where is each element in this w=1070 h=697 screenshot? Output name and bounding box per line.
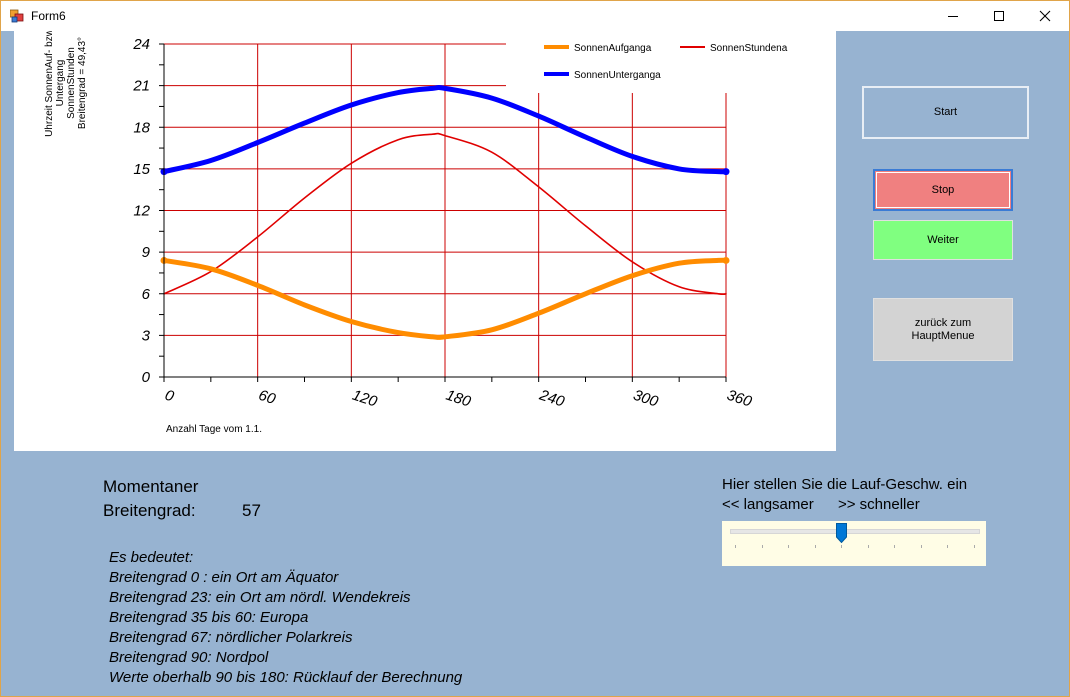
- y-tick-label: 6: [142, 286, 151, 303]
- trackbar-groove: [730, 529, 980, 534]
- title-bar[interactable]: Form6: [1, 1, 1069, 31]
- info-line: Breitengrad 35 bis 60: Europa: [109, 609, 309, 626]
- y-tick-label: 12: [133, 203, 150, 220]
- x-tick-label: 240: [536, 386, 567, 410]
- speed-label: Hier stellen Sie die Lauf-Geschw. ein: [722, 476, 968, 493]
- y-tick-label: 0: [142, 369, 151, 386]
- legend-label: SonnenStundena: [710, 43, 788, 54]
- info-line: Breitengrad 90: Nordpol: [109, 649, 269, 666]
- info-line: Breitengrad 23: ein Ort am nördl. Wendek…: [109, 589, 411, 606]
- series-endpoint: [722, 168, 730, 176]
- winforms-app-icon: [10, 9, 24, 23]
- trackbar-tick: [761, 545, 763, 548]
- series-line-sonnenunterganga: [161, 85, 729, 175]
- start-button[interactable]: Start: [862, 86, 1029, 139]
- close-icon: [1039, 10, 1051, 22]
- info-line: Breitengrad 67: nördlicher Polarkreis: [109, 629, 353, 646]
- trackbar-tick: [735, 545, 736, 548]
- y-axis-title-line: Breitengrad = 49,43°: [77, 37, 88, 129]
- x-axis-title: Anzahl Tage vom 1.1.: [166, 424, 262, 435]
- y-axis-title-line: Untergang: [55, 60, 66, 107]
- x-tick-label: 180: [444, 387, 474, 411]
- back-button-label-line2: HauptMenue: [911, 329, 975, 342]
- y-axis-title-line: SonnenStunden: [66, 47, 77, 119]
- maximize-button[interactable]: [976, 1, 1022, 31]
- close-button[interactable]: [1022, 1, 1068, 31]
- window-title: Form6: [31, 9, 66, 23]
- x-tick-label: 0: [163, 387, 177, 406]
- x-tick-label: 60: [256, 387, 278, 409]
- legend-label: SonnenUnterganga: [574, 70, 661, 81]
- back-to-main-menu-button[interactable]: zurück zum HauptMenue: [873, 298, 1013, 361]
- series-line-sonnenstundena: [163, 132, 727, 296]
- latitude-value: 57: [242, 501, 261, 520]
- trackbar-tick: [867, 545, 869, 548]
- speed-trackbar[interactable]: [722, 521, 986, 566]
- y-tick-label: 9: [142, 244, 151, 261]
- trackbar-tick: [841, 545, 842, 548]
- y-tick-label: 18: [133, 119, 150, 136]
- x-tick-label: 120: [350, 387, 380, 411]
- maximize-icon: [994, 11, 1004, 21]
- trackbar-tick: [973, 545, 975, 548]
- sun-chart: SonnenAufganga SonnenStundena SonnenUnterg…: [44, 31, 788, 435]
- minimize-icon: [948, 16, 958, 17]
- speed-faster-label: >> schneller: [838, 496, 920, 513]
- latitude-label-line2: Breitengrad:: [103, 501, 196, 520]
- y-tick-label: 24: [132, 36, 150, 53]
- info-line: Breitengrad 0 : ein Ort am Äquator: [109, 569, 339, 586]
- y-tick-label: 3: [142, 327, 151, 344]
- start-button-label: Start: [933, 106, 958, 118]
- y-tick-label: 21: [132, 78, 150, 95]
- trackbar-tick: [920, 545, 922, 548]
- y-tick-label: 15: [133, 161, 150, 178]
- info-line: Es bedeutet:: [109, 549, 194, 566]
- x-tick-label: 300: [631, 387, 661, 411]
- trackbar-thumb[interactable]: [836, 523, 848, 543]
- series-line-sonnenaufganga: [161, 257, 729, 340]
- legend-label: SonnenAufganga: [574, 43, 652, 54]
- x-tick-label: 360: [725, 387, 755, 411]
- speed-slower-label: << langsamer: [722, 496, 814, 513]
- trackbar-tick: [814, 545, 816, 548]
- stop-button-label: Stop: [931, 183, 955, 196]
- back-button-label-line1: zurück zum: [914, 316, 972, 329]
- chart-panel: SonnenAufganga SonnenStundena SonnenUnterg…: [14, 31, 836, 451]
- info-line: Werte oberhalb 90 bis 180: Rücklauf der …: [109, 669, 463, 686]
- trackbar-tick: [788, 545, 789, 548]
- trackbar-tick: [947, 545, 948, 548]
- minimize-button[interactable]: [930, 1, 976, 31]
- y-axis-title-line: Uhrzeit SonnenAuf- bzw: [44, 31, 55, 137]
- latitude-label-line1: Momentaner: [103, 477, 199, 496]
- trackbar-tick: [894, 545, 895, 548]
- stop-button[interactable]: Stop: [873, 169, 1013, 211]
- series-endpoint: [722, 256, 730, 264]
- weiter-button-label: Weiter: [927, 233, 959, 246]
- weiter-button[interactable]: Weiter: [873, 220, 1013, 260]
